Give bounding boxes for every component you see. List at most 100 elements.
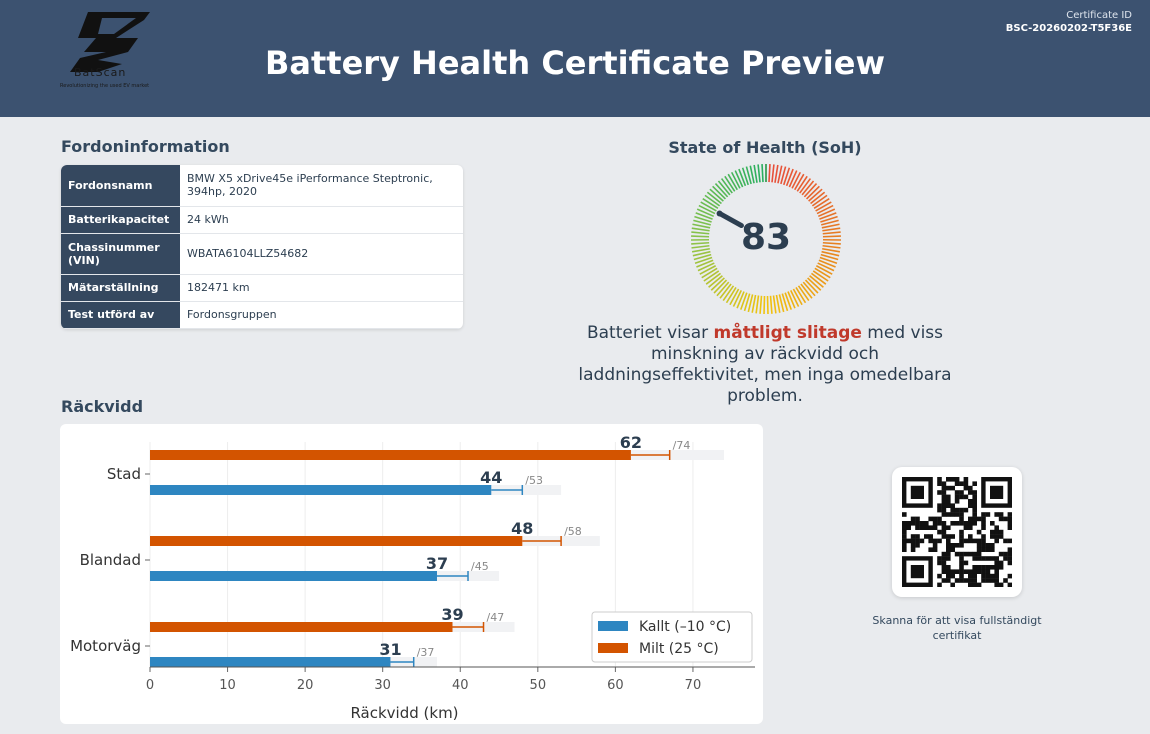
gauge-tick xyxy=(692,223,711,229)
qr-module xyxy=(915,521,920,526)
qr-module xyxy=(968,538,973,544)
bar xyxy=(150,571,437,581)
gauge-tick xyxy=(700,201,717,212)
qr-module xyxy=(910,543,916,548)
qr-module xyxy=(968,582,973,587)
qr-card[interactable] xyxy=(892,467,1022,597)
gauge-tick xyxy=(791,171,802,189)
qr-module xyxy=(954,499,960,504)
range-title: Räckvidd xyxy=(61,397,144,416)
gauge-tick xyxy=(792,288,803,306)
qr-module xyxy=(941,481,947,486)
gauge-tick xyxy=(817,262,835,272)
gauge-tick xyxy=(693,253,712,261)
gauge-tick xyxy=(704,194,721,207)
qr-module xyxy=(946,525,951,530)
row-value: 24 kWh xyxy=(180,206,463,234)
qr-module xyxy=(959,556,964,561)
qr-module xyxy=(937,481,942,486)
gauge-tick xyxy=(702,198,719,210)
qr-module xyxy=(972,494,977,500)
qr-module xyxy=(937,490,942,495)
qr-module xyxy=(968,499,973,504)
gauge-tick xyxy=(694,215,712,223)
qr-module xyxy=(968,525,973,530)
qr-module xyxy=(950,573,955,579)
qr-module xyxy=(932,547,938,552)
qr-module xyxy=(950,477,955,482)
row-label: Chassinummer (VIN) xyxy=(61,233,180,275)
qr-module xyxy=(972,503,977,508)
qr-module xyxy=(902,529,907,535)
qr-module xyxy=(1007,573,1012,579)
qr-module xyxy=(985,573,991,579)
gauge-tick xyxy=(691,231,710,235)
qr-module xyxy=(972,516,977,522)
table-row: Batterikapacitet 24 kWh xyxy=(61,206,463,234)
qr-module xyxy=(968,578,973,583)
soh-title: State of Health (SoH) xyxy=(668,138,862,157)
qr-module xyxy=(972,499,977,504)
gauge-tick xyxy=(755,295,760,314)
gauge-tick xyxy=(794,173,805,191)
qr-module xyxy=(954,543,960,548)
qr-module xyxy=(972,573,977,579)
bar xyxy=(150,485,492,495)
gauge-tick xyxy=(782,167,791,186)
qr-module xyxy=(937,516,942,522)
soh-text-highlight: måttligt slitage xyxy=(713,323,862,343)
qr-module xyxy=(924,525,929,530)
qr-module xyxy=(941,503,947,508)
qr-module xyxy=(950,547,955,552)
qr-module xyxy=(985,569,991,574)
qr-code-icon[interactable] xyxy=(902,477,1012,587)
qr-module xyxy=(910,534,916,539)
gauge-tick xyxy=(796,175,808,192)
gauge-tick xyxy=(804,279,819,294)
qr-module xyxy=(950,485,955,491)
qr-module xyxy=(963,551,969,557)
gauge-tick xyxy=(799,178,812,194)
qr-module xyxy=(941,569,947,574)
gauge-tick xyxy=(693,219,711,226)
qr-module xyxy=(994,582,999,587)
gauge-tick xyxy=(729,288,740,306)
gauge-tick xyxy=(703,270,720,282)
qr-module xyxy=(919,521,925,526)
qr-module xyxy=(919,525,925,530)
gauge-tick xyxy=(722,285,735,302)
qr-module xyxy=(994,560,999,566)
gauge-tick xyxy=(810,191,826,205)
qr-module xyxy=(946,565,951,570)
legend-swatch xyxy=(598,643,628,653)
qr-module xyxy=(994,565,999,570)
gauge-tick xyxy=(710,277,725,291)
qr-module xyxy=(981,538,986,544)
qr-module xyxy=(941,499,947,504)
gauge-tick xyxy=(743,293,751,312)
gauge-tick xyxy=(699,265,717,275)
qr-module xyxy=(902,521,907,526)
gauge-tick xyxy=(811,272,827,285)
qr-module xyxy=(1007,512,1012,517)
qr-module xyxy=(976,569,982,574)
qr-module xyxy=(946,499,951,504)
gauge-tick xyxy=(725,287,737,304)
gauge-tick xyxy=(784,292,792,310)
bar xyxy=(150,622,453,632)
gauge-tick xyxy=(745,166,752,185)
qr-module xyxy=(941,512,947,517)
x-tick-label: 40 xyxy=(452,678,469,693)
qr-module xyxy=(963,485,969,491)
range-chart-svg: 62/74 44/53 48/58 37/45 39/47 31/37 0 10 20 30 40… xyxy=(70,433,755,722)
qr-module xyxy=(972,490,977,495)
qr-module xyxy=(902,543,907,548)
soh-text-after: med viss minskning av räckvidd och laddn… xyxy=(578,323,952,406)
qr-module xyxy=(954,578,960,583)
gauge-tick xyxy=(821,223,840,229)
qr-module xyxy=(981,547,986,552)
gauge-tick xyxy=(821,250,840,257)
qr-module xyxy=(972,582,977,587)
max-label: /45 xyxy=(471,560,489,573)
qr-module xyxy=(937,556,942,561)
